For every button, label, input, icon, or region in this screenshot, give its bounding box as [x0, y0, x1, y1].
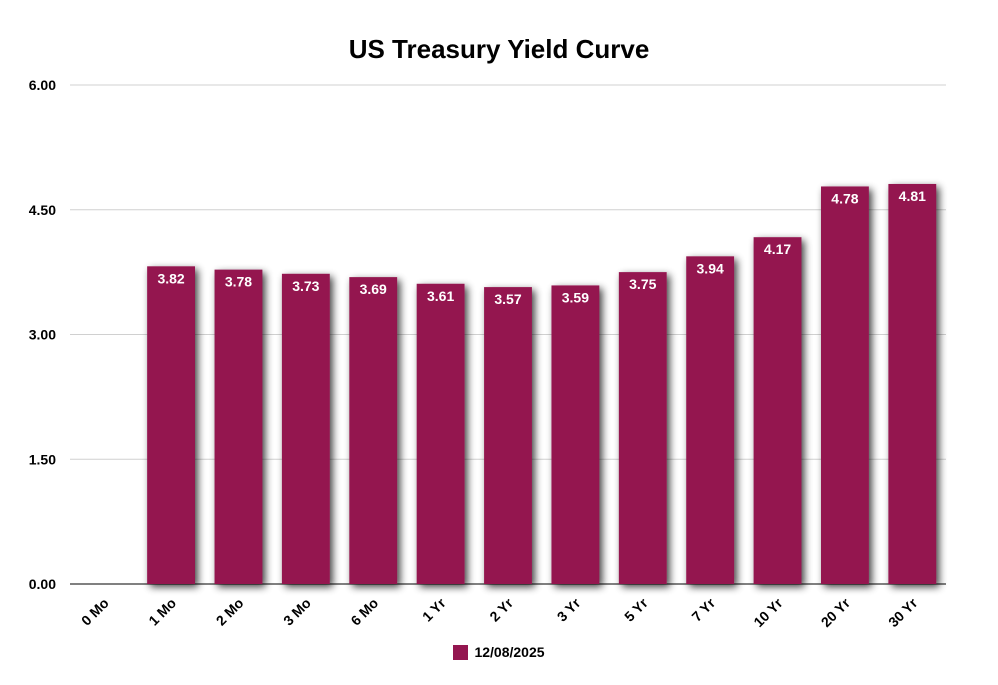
- data-label: 4.78: [831, 190, 858, 206]
- legend-label: 12/08/2025: [474, 644, 545, 660]
- x-tick-label: 30 Yr: [885, 594, 921, 630]
- y-tick-label: 0.00: [29, 576, 56, 592]
- x-tick-label: 5 Yr: [621, 594, 651, 624]
- data-label: 3.61: [427, 288, 454, 304]
- x-tick-label: 3 Mo: [280, 595, 314, 629]
- bar: [147, 266, 195, 584]
- data-label: 3.78: [225, 274, 252, 290]
- x-tick-label: 2 Yr: [486, 594, 516, 624]
- bar: [821, 186, 869, 585]
- bar: [484, 287, 532, 584]
- data-label: 4.17: [764, 241, 791, 257]
- x-tick-label: 1 Yr: [419, 594, 449, 624]
- data-label: 3.59: [562, 289, 589, 305]
- bar: [214, 269, 263, 584]
- y-tick-label: 4.50: [29, 202, 56, 218]
- data-label: 4.81: [899, 188, 926, 204]
- x-tick-label: 6 Mo: [347, 595, 381, 629]
- data-label: 3.57: [494, 291, 521, 307]
- x-tick-label: 10 Yr: [750, 594, 786, 630]
- x-tick-label: 0 Mo: [78, 595, 112, 629]
- x-tick-label: 20 Yr: [818, 594, 854, 630]
- y-tick-label: 3.00: [29, 327, 56, 343]
- data-label: 3.75: [629, 276, 656, 292]
- data-label: 3.82: [157, 270, 184, 286]
- x-tick-label: 3 Yr: [554, 594, 584, 624]
- bar: [349, 277, 398, 584]
- x-tick-label: 7 Yr: [688, 594, 718, 624]
- bar: [551, 285, 600, 584]
- bar: [618, 272, 667, 584]
- bar: [753, 237, 802, 584]
- y-tick-label: 6.00: [29, 77, 56, 93]
- bar: [686, 256, 735, 584]
- bar: [888, 183, 937, 585]
- data-label: 3.69: [360, 281, 387, 297]
- bar: [281, 273, 330, 584]
- bar: [416, 283, 465, 584]
- y-tick-label: 1.50: [29, 451, 56, 467]
- x-tick-label: 1 Mo: [145, 595, 179, 629]
- data-label: 3.73: [292, 278, 319, 294]
- x-tick-label: 2 Mo: [213, 595, 247, 629]
- legend: 12/08/2025: [0, 644, 998, 660]
- chart-title: US Treasury Yield Curve: [348, 34, 650, 64]
- legend-swatch: [453, 644, 469, 660]
- data-label: 3.94: [697, 260, 724, 276]
